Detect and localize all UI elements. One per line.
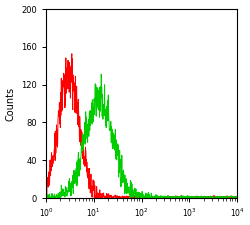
Y-axis label: Counts: Counts: [6, 86, 16, 121]
